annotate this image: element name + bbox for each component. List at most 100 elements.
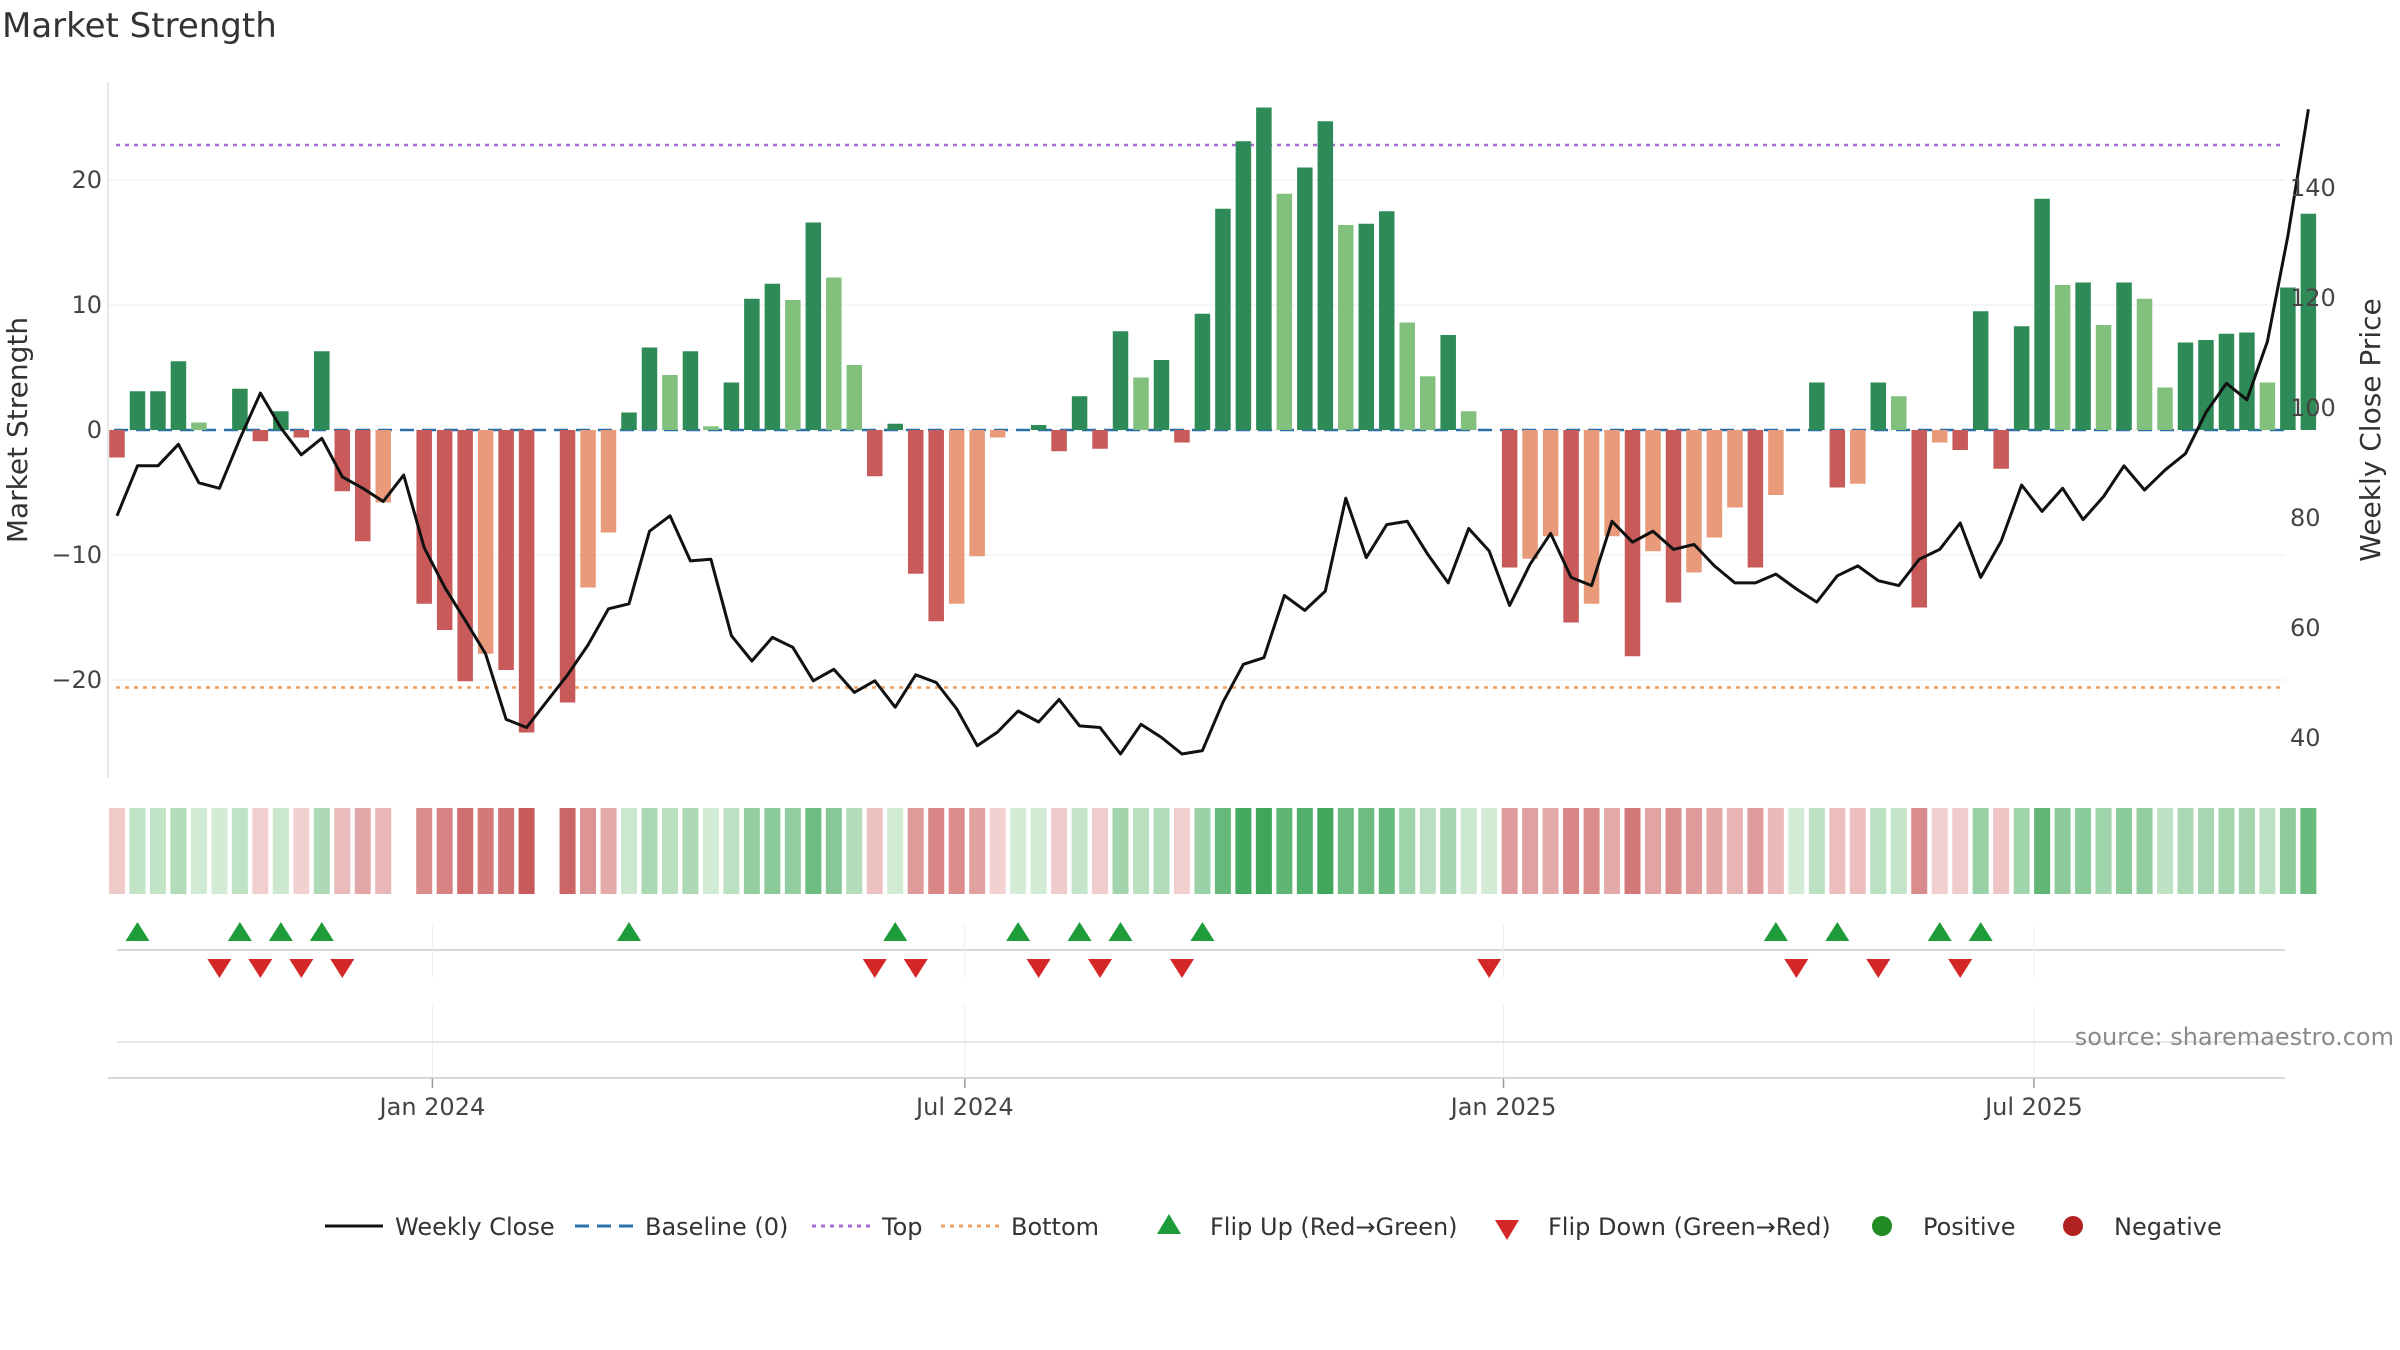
strength-bar: [1604, 430, 1620, 537]
strength-bar: [1358, 223, 1375, 430]
flip-markers: [117, 922, 2285, 978]
flip-down-marker: [1948, 959, 1973, 978]
legend-swatch-circle: [2063, 1216, 2083, 1236]
strength-bar: [191, 422, 207, 430]
strength-bar: [334, 430, 351, 492]
strength-bar: [170, 361, 187, 430]
heat-cell: [846, 808, 863, 894]
strength-bar: [2136, 298, 2153, 430]
heat-cell: [190, 808, 207, 894]
heat-cell: [559, 808, 576, 894]
weekly-close-series: [115, 109, 2310, 756]
strength-bar: [1276, 193, 1293, 430]
date-axis: Jan 2024 Jul 2024 Jan 2025 Jul 2025: [108, 925, 2285, 1121]
flip-down-marker: [248, 959, 273, 978]
strength-bar: [2095, 325, 2112, 430]
strength-bar: [2116, 282, 2132, 430]
strength-bar: [232, 388, 248, 430]
heat-cell: [1972, 808, 1989, 894]
legend-label: Bottom: [1011, 1213, 1099, 1241]
heat-cell: [2279, 808, 2296, 894]
heat-cell: [354, 808, 371, 894]
strength-bar: [2054, 285, 2071, 430]
strength-bar: [948, 430, 965, 604]
strength-bar: [1809, 382, 1825, 430]
heat-cell: [2116, 808, 2133, 894]
strength-bar: [1501, 430, 1518, 568]
legend-item: Positive: [1872, 1213, 2016, 1241]
strength-bar: [1542, 430, 1559, 537]
heat-cell: [580, 808, 597, 894]
heat-cell: [641, 808, 658, 894]
strength-bar: [314, 351, 330, 430]
flip-up-marker: [1190, 922, 1215, 941]
strength-bar: [355, 430, 371, 542]
heat-cell: [1317, 808, 1334, 894]
y-right-tick-label: 120: [2290, 284, 2336, 312]
heat-cell: [375, 808, 392, 894]
strength-bar: [2177, 342, 2194, 430]
heat-cell: [805, 808, 822, 894]
flip-up-marker: [883, 922, 908, 941]
heat-cell: [621, 808, 637, 894]
strength-bar: [1706, 430, 1723, 538]
heat-cell: [2157, 808, 2173, 894]
strength-bar: [1215, 208, 1231, 430]
strength-bar: [1891, 396, 1907, 430]
strength-bar: [293, 430, 310, 438]
flip-down-marker: [1477, 959, 1502, 978]
flip-up-marker: [1108, 922, 1133, 941]
strength-bar: [150, 391, 166, 430]
heat-cell: [1378, 808, 1395, 894]
heat-cell: [1173, 808, 1190, 894]
heat-cell: [1849, 808, 1866, 894]
heat-cell: [1665, 808, 1682, 894]
heat-cell: [1051, 808, 1068, 894]
strength-bar: [662, 375, 678, 430]
strength-bar: [2034, 198, 2050, 430]
heat-cell: [2034, 808, 2051, 894]
strength-bar: [1747, 430, 1764, 568]
strength-bar: [1153, 360, 1170, 430]
strength-bar: [1133, 377, 1149, 430]
heat-cell: [764, 808, 781, 894]
heat-cell: [1112, 808, 1129, 894]
flip-down-marker: [1866, 959, 1891, 978]
flip-up-marker: [227, 922, 252, 941]
heat-cell: [436, 808, 453, 894]
heat-cell: [1706, 808, 1723, 894]
heat-cell: [2095, 808, 2112, 894]
heat-cell: [2259, 808, 2276, 894]
heat-cell: [457, 808, 474, 894]
legend: Weekly Close Baseline (0) Top Bottom Flip Up…: [325, 1213, 2222, 1241]
heat-cell: [1481, 808, 1498, 894]
heat-cell: [1071, 808, 1088, 894]
heat-cell: [1604, 808, 1621, 894]
heat-cell: [2013, 808, 2030, 894]
heat-cell: [1808, 808, 1825, 894]
strength-bar: [1829, 430, 1846, 488]
strength-bar: [1645, 430, 1661, 552]
heat-cell: [1358, 808, 1375, 894]
heat-cell: [2054, 808, 2071, 894]
heat-cell: [682, 808, 699, 894]
strength-bar: [1911, 430, 1927, 608]
strength-bar: [1051, 430, 1067, 452]
legend-label: Top: [881, 1213, 923, 1241]
heat-cell: [2177, 808, 2194, 894]
heat-cell: [1583, 808, 1600, 894]
strength-bar: [2198, 340, 2214, 430]
legend-item: Bottom: [941, 1213, 1099, 1241]
strength-bar: [1235, 141, 1252, 430]
heat-cell: [2075, 808, 2092, 894]
y-right-tick-label: 80: [2290, 504, 2321, 532]
heat-cell: [1337, 808, 1354, 894]
strength-bar: [1686, 430, 1702, 573]
heat-cell: [1092, 808, 1109, 894]
heat-cell: [1214, 808, 1231, 894]
y-left-tick-label: 10: [71, 291, 102, 319]
legend-label: Baseline (0): [645, 1213, 788, 1241]
heat-cell: [293, 808, 310, 894]
strength-bar: [2280, 287, 2296, 430]
strength-bar: [682, 351, 699, 430]
